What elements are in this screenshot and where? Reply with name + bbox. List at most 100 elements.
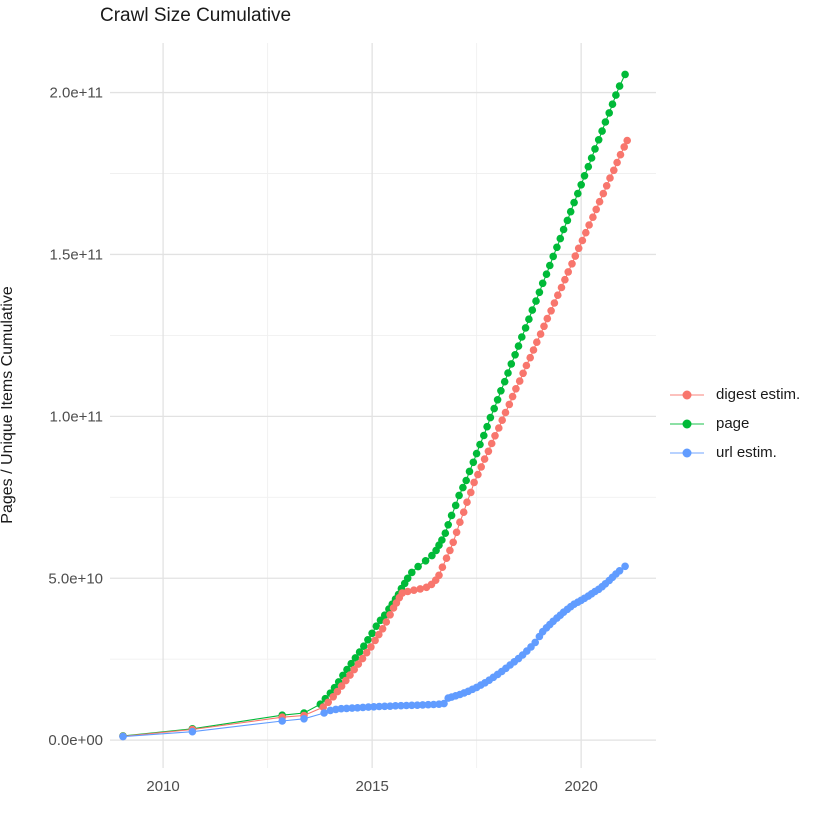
- data-point: [348, 704, 356, 712]
- data-point: [594, 136, 603, 144]
- y-tick-label: 2.0e+11: [49, 85, 103, 102]
- data-point: [529, 346, 538, 354]
- data-point: [532, 297, 540, 305]
- y-tick-label: 1.5e+11: [49, 246, 103, 263]
- data-point: [429, 700, 438, 709]
- data-point: [566, 207, 575, 216]
- series-digest-estim: [119, 136, 631, 741]
- data-point: [188, 727, 197, 736]
- data-point: [484, 447, 493, 456]
- data-point: [559, 225, 568, 234]
- data-point: [440, 699, 448, 708]
- data-point: [476, 440, 484, 449]
- data-point: [498, 416, 507, 425]
- data-point: [585, 221, 593, 229]
- data-point: [375, 630, 383, 639]
- data-point: [376, 616, 385, 625]
- data-point: [380, 702, 389, 711]
- data-point: [382, 618, 391, 626]
- data-point: [542, 270, 551, 279]
- data-point: [364, 636, 372, 644]
- data-point: [324, 698, 333, 707]
- legend-dot-icon: [682, 419, 692, 428]
- data-point: [459, 508, 468, 516]
- data-point: [449, 538, 458, 547]
- data-point: [497, 387, 505, 395]
- chart-title: Crawl Size Cumulative: [100, 5, 292, 26]
- data-point: [446, 546, 454, 555]
- data-point: [582, 228, 590, 237]
- data-point: [119, 732, 127, 741]
- data-point: [512, 385, 520, 393]
- data-point: [610, 166, 618, 175]
- data-point: [278, 717, 287, 725]
- data-point: [621, 562, 629, 571]
- data-point: [364, 703, 373, 711]
- data-point: [564, 268, 572, 276]
- data-point: [459, 483, 467, 492]
- y-tick-label: 1.0e+11: [49, 408, 103, 425]
- data-point: [538, 279, 547, 288]
- data-point: [580, 172, 589, 180]
- x-tick-label: 2015: [355, 778, 388, 795]
- data-point: [574, 244, 583, 253]
- data-point: [507, 360, 516, 368]
- data-point: [397, 701, 405, 710]
- y-tick-label: 0.0e+00: [48, 732, 103, 749]
- data-point: [408, 568, 416, 577]
- data-point: [375, 702, 384, 711]
- data-point: [424, 700, 433, 709]
- data-point: [519, 369, 527, 378]
- data-point: [531, 638, 539, 647]
- data-point: [469, 458, 478, 467]
- data-point: [403, 574, 412, 583]
- data-point: [386, 611, 394, 619]
- data-point: [418, 701, 427, 709]
- legend-label-url-estim: url estim.: [716, 444, 777, 461]
- data-point: [354, 660, 363, 668]
- data-point: [556, 234, 565, 243]
- data-point: [386, 702, 394, 710]
- data-point: [342, 704, 351, 713]
- data-point: [442, 554, 451, 562]
- data-point: [350, 665, 359, 674]
- x-tick-label: 2010: [146, 778, 179, 795]
- data-point: [493, 396, 502, 404]
- data-point: [403, 587, 412, 596]
- data-point: [421, 557, 430, 565]
- data-point: [515, 377, 524, 385]
- data-point: [402, 701, 411, 710]
- data-point: [480, 431, 488, 440]
- data-point: [447, 511, 456, 520]
- data-point: [463, 498, 471, 507]
- legend-item-digest-estim: digest estim.: [670, 380, 800, 409]
- data-point: [428, 551, 436, 560]
- data-point: [320, 709, 328, 717]
- data-point: [486, 413, 495, 422]
- data-point: [413, 701, 422, 709]
- data-point: [605, 109, 613, 117]
- data-point: [495, 424, 503, 432]
- data-point: [414, 562, 422, 571]
- data-point: [533, 338, 541, 347]
- legend-key-url-estim-icon: [670, 446, 704, 460]
- data-point: [372, 622, 381, 630]
- data-point: [589, 213, 597, 221]
- data-point: [621, 70, 629, 79]
- data-point: [371, 636, 379, 645]
- data-point: [574, 189, 582, 198]
- data-point: [599, 189, 608, 198]
- data-point: [601, 118, 610, 126]
- data-point: [337, 704, 346, 713]
- data-point: [378, 625, 387, 633]
- data-point: [435, 571, 443, 580]
- data-point: [553, 243, 561, 252]
- data-point: [467, 488, 475, 497]
- data-point: [526, 353, 534, 362]
- data-point: [346, 671, 354, 679]
- data-point: [518, 333, 526, 341]
- series-url-estim: [119, 562, 629, 741]
- data-point: [584, 162, 593, 171]
- legend-label-page: page: [716, 415, 750, 432]
